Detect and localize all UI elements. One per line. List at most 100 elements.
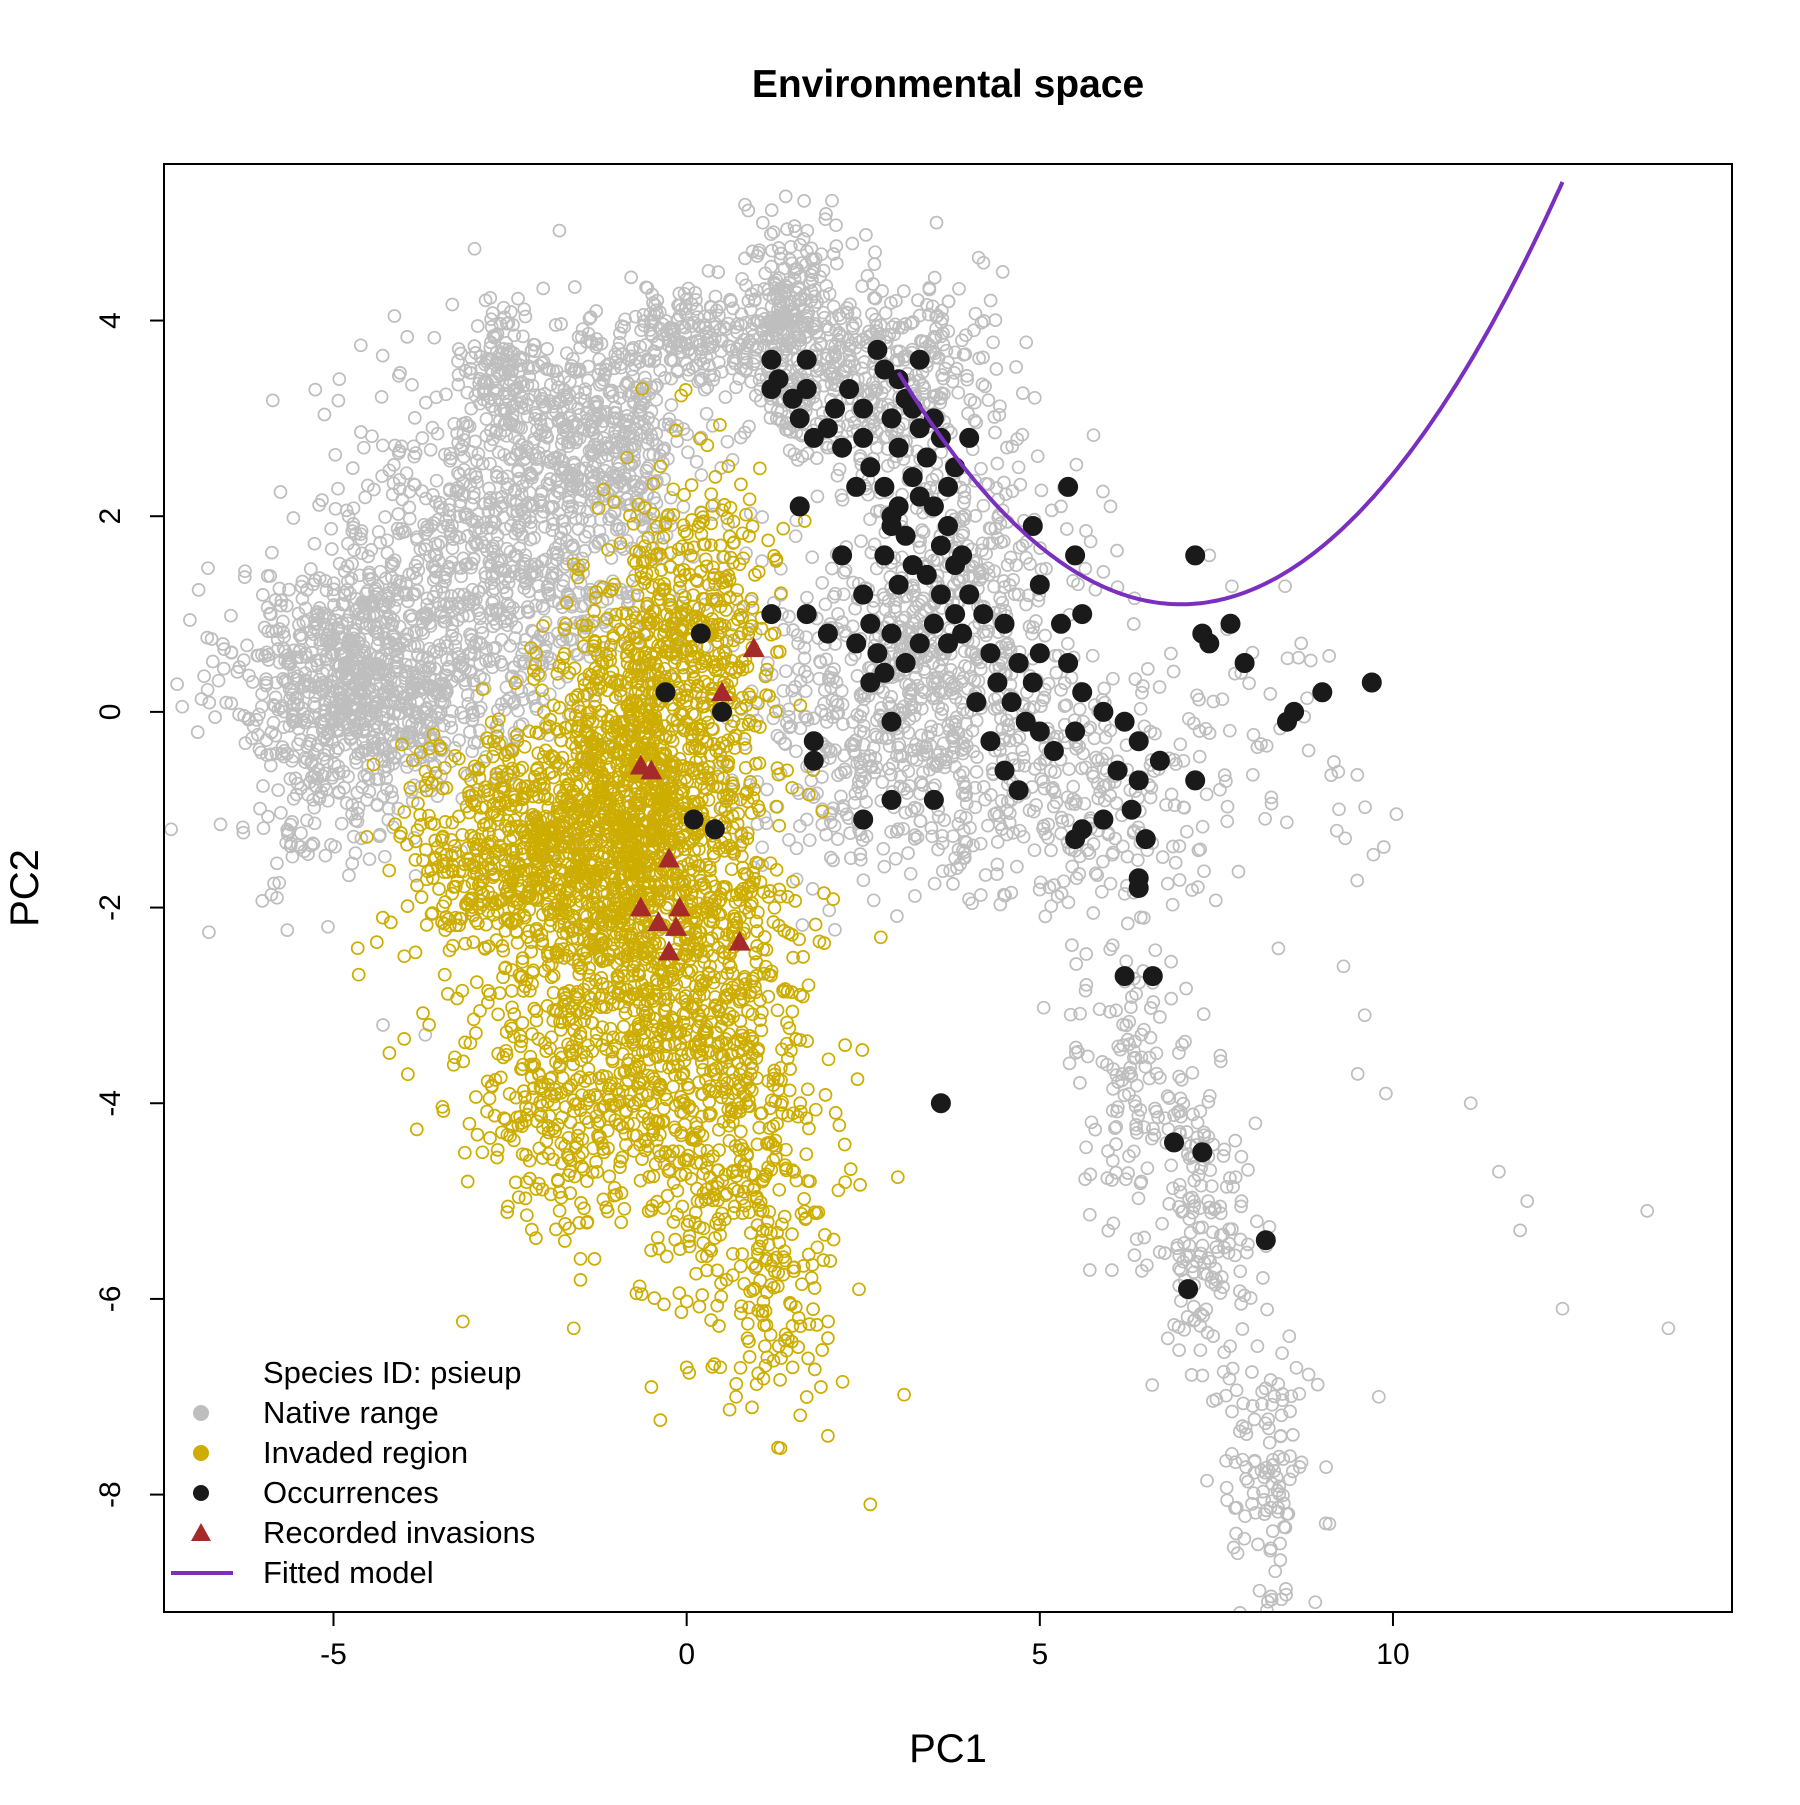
native-range-point [230,665,245,679]
native-range-point [583,310,598,324]
native-range-point [175,699,190,714]
native-range-point [589,332,604,346]
native-range-point [793,269,808,284]
native-range-point [505,560,520,574]
native-range-point [613,391,627,406]
native-range-point [520,409,535,424]
native-range-point [664,398,679,412]
native-range-point [659,324,674,339]
native-range-point [554,317,568,331]
native-range-point [398,657,413,672]
native-range-point [361,549,376,564]
native-range-point [473,700,488,715]
native-range-point [260,600,275,615]
native-range-point [467,241,482,256]
native-range-point [389,592,404,607]
native-range-point [581,359,596,374]
native-range-point [216,661,231,676]
native-range-point [738,197,752,212]
native-range-point [419,611,433,626]
native-range-point [479,412,494,426]
native-range-point [439,596,454,611]
native-range-point [477,672,491,686]
native-range-point [560,586,575,601]
native-range-point [444,451,458,466]
native-range-point [481,394,495,409]
native-range-point [605,383,619,398]
native-range-point [774,311,788,326]
native-range-point [651,530,665,544]
native-range-point [593,407,608,422]
native-range-point [493,655,508,669]
native-range-point [608,424,622,439]
native-range-point [473,396,487,411]
native-range-point [705,418,720,433]
native-range-point [859,228,873,242]
native-range-point [542,656,557,670]
native-range-point [494,499,509,514]
native-range-point [563,633,578,647]
native-range-point [780,297,794,312]
native-range-point [612,521,627,536]
native-range-point [602,385,617,400]
native-range-point [643,323,658,337]
native-range-point [513,350,528,365]
native-range-point [472,723,487,738]
native-range-point [612,475,627,490]
native-range-point [658,370,672,385]
native-range-point [303,562,318,576]
native-range-point [807,289,822,304]
native-range-point [521,495,536,510]
native-range-point [224,696,239,711]
native-range-point [553,462,568,477]
native-range-point [790,453,805,467]
native-range-point [577,423,591,437]
native-range-point [729,351,743,365]
native-range-point [650,378,664,392]
native-range-point [602,512,616,527]
native-range-point [319,652,333,667]
native-range-point [312,571,327,585]
native-range-point [200,682,215,697]
native-range-point [451,377,466,392]
native-range-point [656,456,670,470]
native-range-point [443,524,458,538]
native-range-point [478,357,492,372]
native-range-point [385,487,400,502]
native-range-point [332,786,346,800]
native-range-point [464,351,479,365]
native-range-point [274,747,289,761]
native-range-point [265,545,279,560]
native-range-point [303,677,318,691]
native-range-point [568,435,583,450]
native-range-point [346,520,361,535]
native-range-point [276,614,290,629]
native-range-point [496,580,511,595]
native-range-point [403,638,418,653]
native-range-point [1086,428,1101,443]
native-range-point [457,710,472,725]
native-range-point [644,314,658,328]
native-range-point [490,465,504,480]
native-range-point [268,699,282,713]
native-range-point [474,524,489,538]
native-range-point [392,444,407,458]
native-range-point [375,739,390,753]
native-range-point [497,386,512,401]
native-range-point [845,236,860,251]
native-range-point [378,510,392,524]
native-range-point [566,699,580,714]
native-range-point [498,563,513,578]
native-range-point [814,247,829,262]
native-range-point [411,647,425,662]
native-range-point [783,252,797,267]
native-range-point [533,588,548,603]
native-range-point [747,293,762,308]
native-range-point [357,643,371,658]
native-range-point [511,519,525,534]
native-range-point [981,393,996,407]
native-range-point [778,189,793,204]
native-range-point [971,250,986,265]
native-range-point [670,434,684,448]
native-range-point [393,574,408,589]
